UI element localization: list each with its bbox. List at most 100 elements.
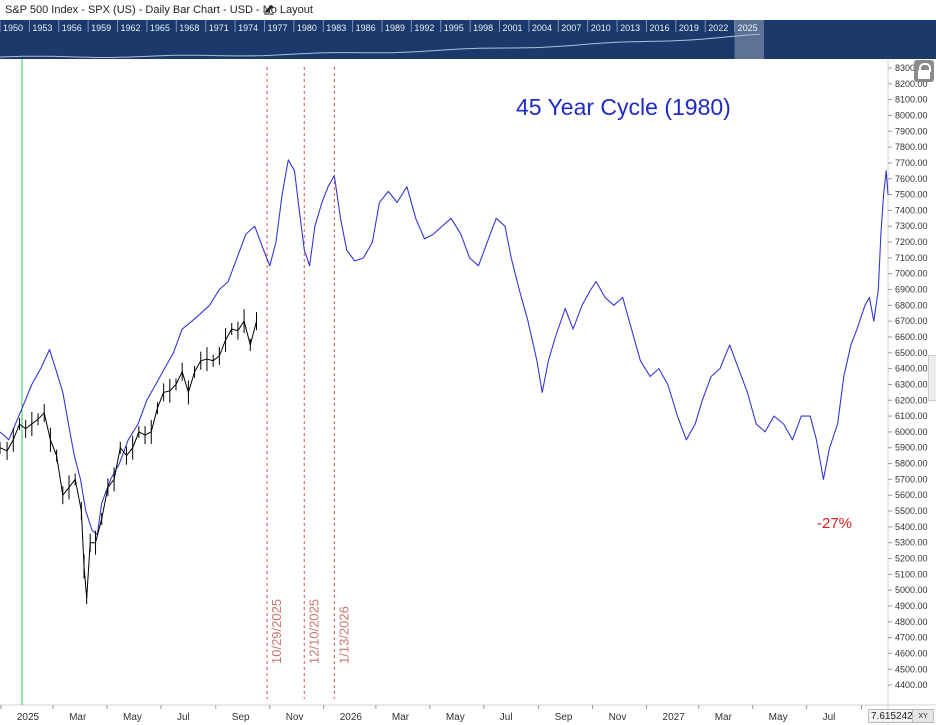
navigator-year-label[interactable]: 2025 (738, 23, 758, 33)
y-tick-label: 7900.00 (895, 126, 928, 136)
y-tick-label: 6400.00 (895, 364, 928, 374)
y-tick-label: 7400.00 (895, 205, 928, 215)
navigator-history-line (0, 33, 761, 58)
navigator-year-label[interactable]: 1953 (32, 23, 52, 33)
y-tick-label: 8100.00 (895, 95, 928, 105)
y-tick-label: 4900.00 (895, 601, 928, 611)
x-tick-label: May (769, 712, 788, 723)
price-series-line (0, 319, 257, 599)
time-navigator[interactable]: 1950 1953 1956 1959 1962 1965 1968 1971 1974 1977… (0, 20, 936, 59)
y-tick-label: 6000.00 (895, 427, 928, 437)
navigator-year-label[interactable]: 1977 (267, 23, 287, 33)
navigator-year-label[interactable]: 2016 (649, 23, 669, 33)
panel-collapse-tab[interactable] (928, 355, 936, 401)
chart-title: S&P 500 Index - SPX (US) - Daily Bar Cha… (5, 4, 313, 16)
x-tick-label: May (446, 712, 465, 723)
y-tick-label: 5300.00 (895, 538, 928, 548)
navigator-year-label[interactable]: 2007 (561, 23, 581, 33)
chart-header: S&P 500 Index - SPX (US) - Daily Bar Cha… (0, 0, 936, 20)
x-tick-label: May (123, 712, 142, 723)
navigator-year-label[interactable]: 2001 (503, 23, 523, 33)
x-tick-label: 2027 (663, 712, 686, 723)
y-tick-label: 6200.00 (895, 395, 928, 405)
navigator-year-label[interactable]: 1962 (121, 23, 141, 33)
y-tick-label: 6300.00 (895, 379, 928, 389)
x-tick-label: Sep (555, 712, 573, 723)
navigator-year-label[interactable]: 2019 (679, 23, 699, 33)
x-tick-label: 2026 (340, 712, 363, 723)
x-tick-label: Jul (823, 712, 836, 723)
pencil-icon[interactable] (263, 3, 275, 15)
y-tick-label: 5900.00 (895, 443, 928, 453)
y-tick-label: 8300 (895, 63, 915, 73)
navigator-year-label[interactable]: 1965 (150, 23, 170, 33)
x-tick-label: Sep (232, 712, 250, 723)
y-tick-label: 5700.00 (895, 474, 928, 484)
y-tick-label: 7200.00 (895, 237, 928, 247)
y-tick-label: 8200.00 (895, 79, 928, 89)
x-tick-label: Mar (392, 712, 410, 723)
y-tick-label: 5500.00 (895, 506, 928, 516)
drawdown-label: -27% (817, 515, 852, 532)
x-tick-label: Mar (69, 712, 87, 723)
navigator-year-label[interactable]: 2013 (620, 23, 640, 33)
cycle-date-label: 12/10/2025 (306, 599, 321, 664)
navigator-year-label[interactable]: 1992 (414, 23, 434, 33)
y-tick-label: 4500.00 (895, 664, 928, 674)
y-tick-label: 7300.00 (895, 221, 928, 231)
navigator-year-label[interactable]: 2010 (591, 23, 611, 33)
navigator-selection[interactable] (734, 20, 764, 59)
y-tick-label: 4600.00 (895, 648, 928, 658)
y-tick-label: 5100.00 (895, 569, 928, 579)
x-tick-label: Nov (286, 712, 304, 723)
y-tick-label: 6100.00 (895, 411, 928, 421)
x-tick-label: 2025 (17, 712, 40, 723)
navigator-year-label[interactable]: 1950 (3, 23, 23, 33)
y-tick-label: 7500.00 (895, 190, 928, 200)
y-tick-label: 7800.00 (895, 142, 928, 152)
xy-toggle-button[interactable]: XY (912, 709, 934, 723)
y-tick-label: 5600.00 (895, 490, 928, 500)
price-bars (0, 309, 257, 605)
x-tick-label: Jul (177, 712, 190, 723)
navigator-year-label[interactable]: 1971 (209, 23, 229, 33)
navigator-year-label[interactable]: 2004 (532, 23, 552, 33)
lock-icon[interactable] (914, 60, 934, 82)
navigator-year-label[interactable]: 1968 (179, 23, 199, 33)
navigator-year-label[interactable]: 1986 (356, 23, 376, 33)
y-tick-label: 6900.00 (895, 285, 928, 295)
cycle-annotation-title: 45 Year Cycle (1980) (516, 94, 731, 120)
y-tick-label: 4700.00 (895, 633, 928, 643)
y-tick-label: 6600.00 (895, 332, 928, 342)
navigator-year-label[interactable]: 2022 (708, 23, 728, 33)
y-tick-label: 6500.00 (895, 348, 928, 358)
y-tick-label: 5200.00 (895, 554, 928, 564)
y-tick-label: 5000.00 (895, 585, 928, 595)
navigator-year-label[interactable]: 1956 (62, 23, 82, 33)
y-tick-label: 4800.00 (895, 617, 928, 627)
y-tick-label: 5800.00 (895, 459, 928, 469)
navigator-year-label[interactable]: 1995 (444, 23, 464, 33)
cycle-series-line (0, 159, 889, 536)
y-tick-label: 7000.00 (895, 269, 928, 279)
y-tick-label: 7600.00 (895, 174, 928, 184)
y-tick-label: 6700.00 (895, 316, 928, 326)
y-tick-label: 5400.00 (895, 522, 928, 532)
navigator-year-label[interactable]: 1959 (91, 23, 111, 33)
x-tick-label: Mar (715, 712, 733, 723)
navigator-year-label[interactable]: 1998 (473, 23, 493, 33)
cycle-date-label: 10/29/2025 (269, 599, 284, 664)
navigator-year-label[interactable]: 1989 (385, 23, 405, 33)
y-tick-label: 6800.00 (895, 300, 928, 310)
cycle-date-label: 1/13/2026 (336, 606, 351, 664)
axis-scale-value: 7.6152428 (868, 709, 918, 723)
x-tick-label: Jul (500, 712, 513, 723)
y-tick-label: 8000.00 (895, 110, 928, 120)
price-chart[interactable]: 8300 8200.00 8100.00 8000.00 7900.00 7800.00 7… (0, 59, 936, 725)
navigator-year-label[interactable]: 1983 (326, 23, 346, 33)
y-tick-label: 7700.00 (895, 158, 928, 168)
navigator-year-label[interactable]: 1974 (238, 23, 258, 33)
y-tick-label: 7100.00 (895, 253, 928, 263)
navigator-year-label[interactable]: 1980 (297, 23, 317, 33)
y-tick-label: 4400.00 (895, 680, 928, 690)
